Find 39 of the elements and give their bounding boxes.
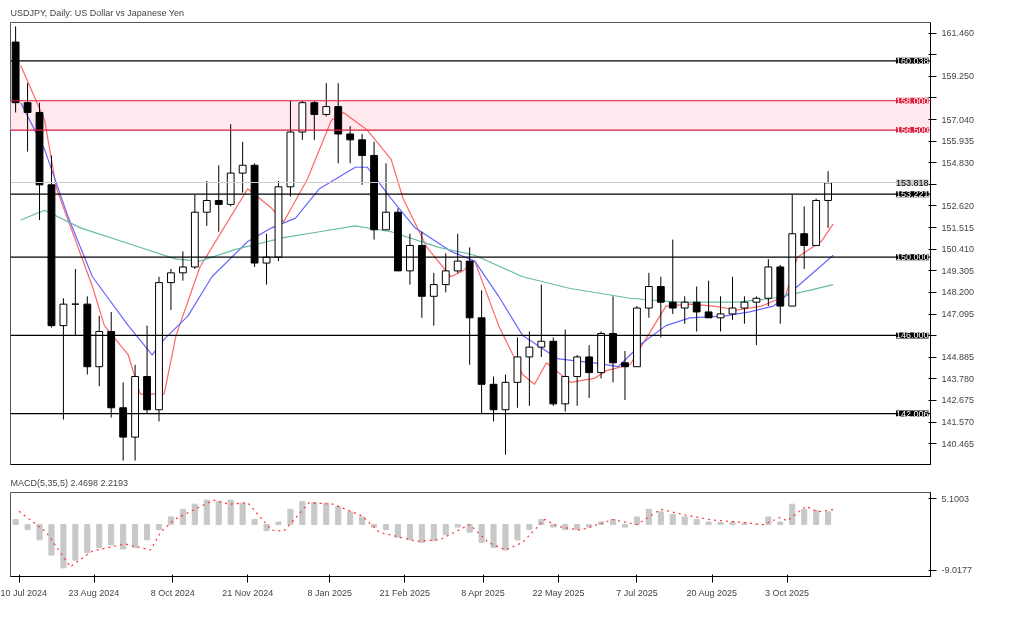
y-tick-label: 142.675 [941, 395, 975, 406]
y-tick-label: 161.460 [941, 28, 975, 39]
ref-line-label: 146.000 [895, 330, 929, 341]
y-tick-label: 140.465 [941, 438, 975, 449]
x-tick-label: 8 Jan 2025 [307, 587, 352, 598]
x-tick-label: 22 May 2025 [532, 587, 585, 598]
x-tick-label: 23 Aug 2024 [68, 587, 120, 598]
y-tick-label: 141.570 [941, 417, 975, 428]
x-tick-label: 3 Oct 2025 [765, 587, 810, 598]
y-tick-label: 149.305 [941, 265, 975, 276]
y-tick-label: -9.0177 [941, 565, 973, 576]
y-tick-label: 150.410 [941, 244, 975, 255]
x-tick-label: 7 Jul 2025 [616, 587, 658, 598]
x-tick-label: 8 Apr 2025 [461, 587, 505, 598]
y-tick-label: 144.885 [941, 352, 975, 363]
y-tick-label: 154.830 [941, 157, 975, 168]
x-tick-label: 10 Jul 2024 [0, 587, 48, 598]
x-tick-label: 21 Feb 2025 [379, 587, 431, 598]
y-tick-label: 157.040 [941, 114, 975, 125]
ref-line-label: 156.500 [895, 125, 929, 136]
y-tick-label: 5.1003 [941, 493, 970, 504]
ref-line-label: 142.006 [895, 408, 929, 419]
y-tick-label: 147.095 [941, 309, 975, 319]
ref-line-label: 153.818 [895, 177, 929, 188]
y-tick-label: 143.780 [941, 373, 975, 384]
ref-line-label: 150.000 [895, 252, 929, 263]
ref-line-label: 153.221 [895, 189, 929, 200]
x-tick-label: 20 Aug 2025 [686, 587, 738, 598]
ref-line-label: 160.038 [895, 55, 929, 66]
y-tick-label: 148.200 [941, 287, 975, 298]
x-tick-label: 8 Oct 2024 [150, 587, 195, 598]
y-tick-label: 151.515 [941, 222, 975, 233]
y-tick-label: 155.935 [941, 136, 975, 147]
x-tick-label: 21 Nov 2024 [222, 587, 274, 598]
y-tick-label: 152.620 [941, 200, 975, 211]
ref-line-label: 158.000 [895, 95, 929, 106]
chart-title: USDJPY, Daily: US Dollar vs Japanese Yen [10, 7, 184, 18]
y-tick-label: 159.250 [941, 71, 975, 82]
chart-title: MACD(5,35,5) 2.4698 2.2193 [10, 477, 129, 488]
